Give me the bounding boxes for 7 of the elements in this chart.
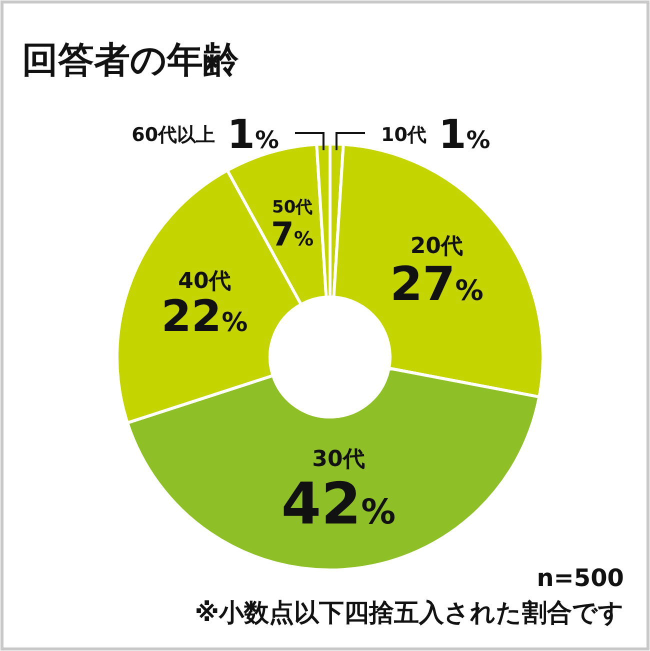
chart-title: 回答者の年齢 (22, 40, 239, 81)
data-label: 1% (438, 112, 490, 158)
text: n=500 (536, 564, 624, 592)
slice-label: 60代以上 (132, 124, 216, 146)
text: ※小数点以下四捨五入された割合です (194, 598, 624, 627)
slice-label: 10代 (381, 124, 426, 146)
data-label: 1% (227, 112, 279, 158)
